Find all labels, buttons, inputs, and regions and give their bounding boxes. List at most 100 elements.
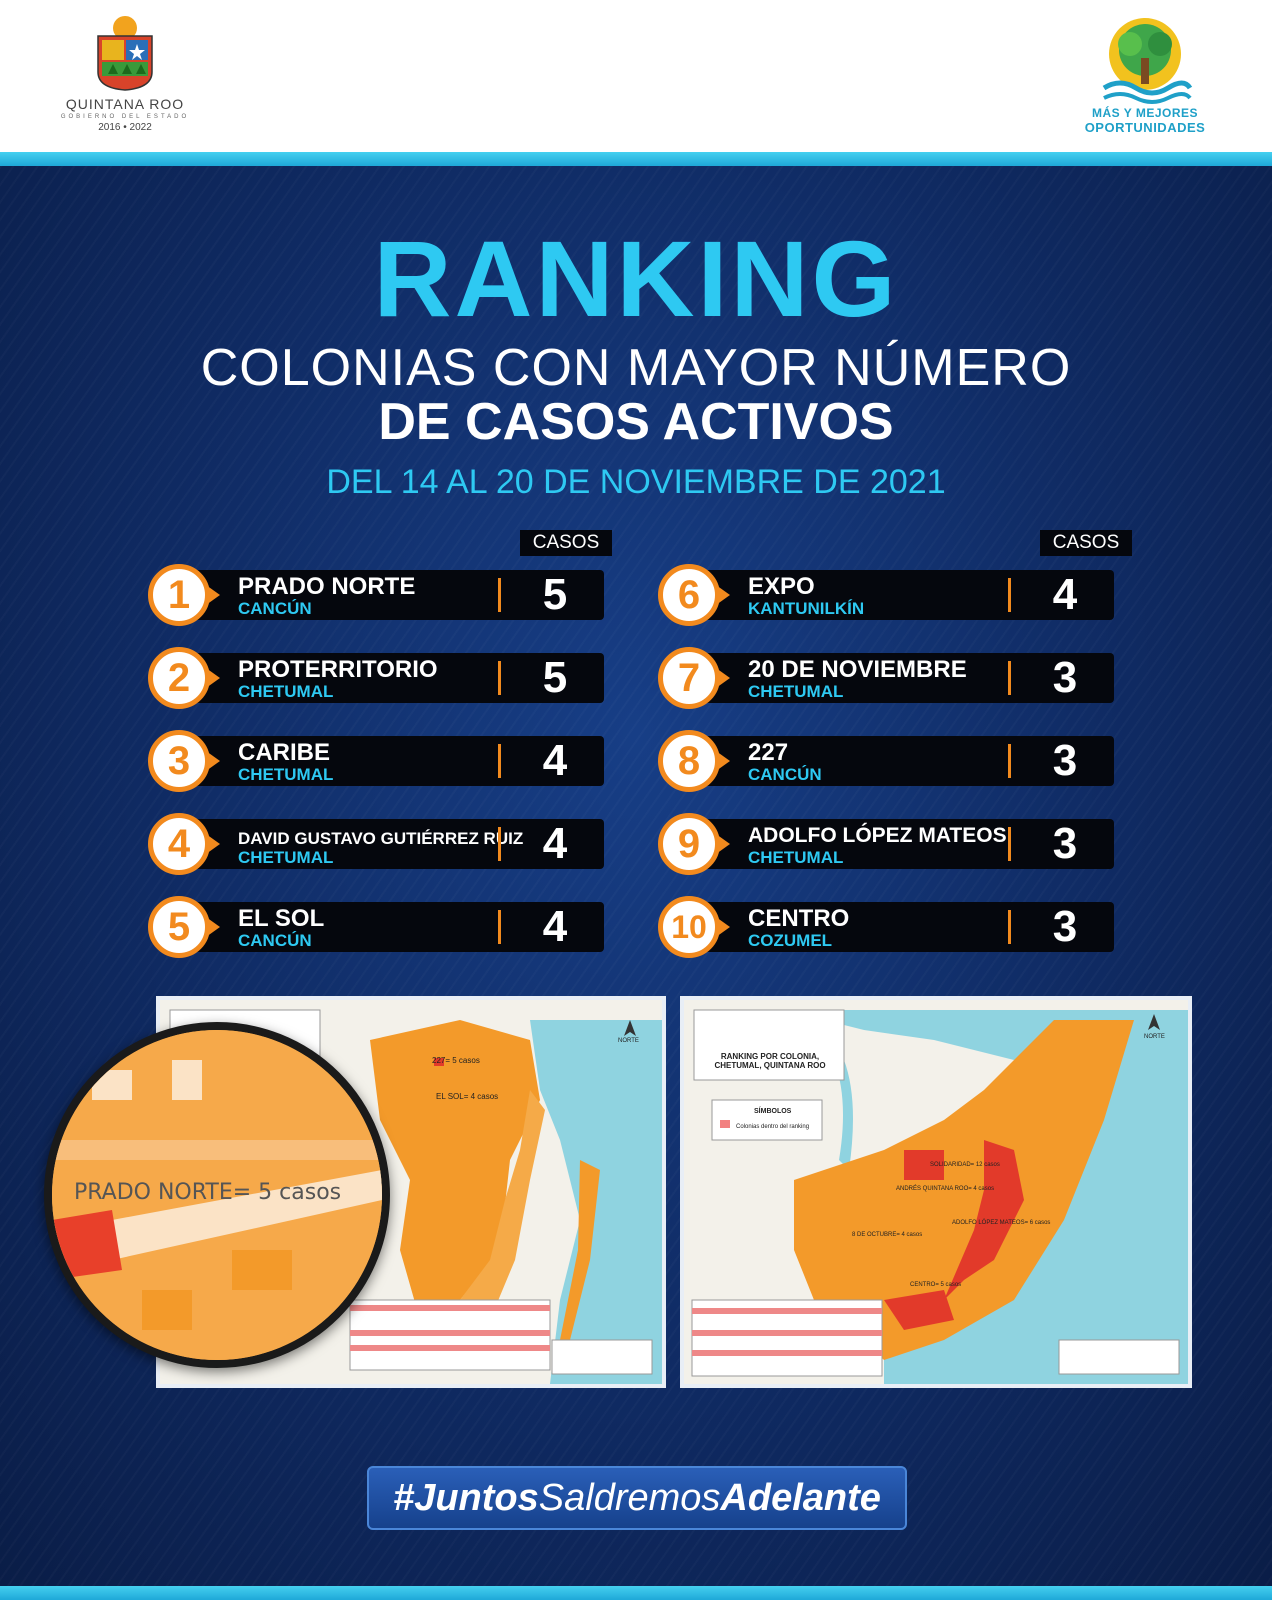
legend-title: SÍMBOLOS — [754, 1108, 792, 1115]
ranking-bar — [694, 819, 1114, 869]
title-dates: DEL 14 AL 20 DE NOVIEMBRE DE 2021 — [326, 463, 946, 501]
bottom-band — [0, 1586, 1272, 1600]
top-band — [0, 152, 1272, 166]
map-chetumal: RANKING POR COLONIA, CHETUMAL, QUINTANA … — [680, 996, 1192, 1388]
magnifier-label: PRADO NORTE= 5 casos — [74, 1180, 342, 1205]
colonia-name: ADOLFO LÓPEZ MATEOS — [748, 824, 1007, 847]
colonia-city: CHETUMAL — [748, 682, 844, 701]
colonia-name: PROTERRITORIO — [238, 656, 438, 683]
ranking-bar — [694, 653, 1114, 703]
colonia-name: EL SOL — [238, 905, 325, 932]
arrow-icon — [206, 751, 220, 771]
rank-badge: 10 — [658, 896, 720, 958]
arrow-icon — [716, 668, 730, 688]
colonia-name: CARIBE — [238, 739, 331, 766]
casos-header-left: CASOS — [520, 530, 612, 556]
case-count: 3 — [1052, 736, 1078, 785]
colonia-city: CANCÚN — [238, 599, 312, 618]
arrow-icon — [206, 917, 220, 937]
case-count: 3 — [1052, 819, 1078, 868]
title-line2: COLONIAS CON MAYOR NÚMERO — [200, 339, 1072, 397]
row-divider — [498, 661, 501, 695]
arrow-icon — [206, 834, 220, 854]
map-label-centro: CENTRO= 5 casos — [910, 1282, 962, 1288]
ranking-row: 7 20 DE NOVIEMBRE CHETUMAL 3 — [658, 645, 1118, 711]
mas-y-mejores-logo: MÁS Y MEJORES OPORTUNIDADES — [1070, 14, 1220, 135]
map-label-227: 227= 5 casos — [432, 1056, 480, 1065]
colonia-city: CHETUMAL — [748, 848, 844, 867]
rank-badge: 9 — [658, 813, 720, 875]
rank-badge: 7 — [658, 647, 720, 709]
coat-of-arms-icon — [94, 14, 156, 92]
colonia-name: DAVID GUSTAVO GUTIÉRREZ RUIZ — [238, 829, 524, 848]
rank-badge: 2 — [148, 647, 210, 709]
quintana-roo-logo: QUINTANA ROO GOBIERNO DEL ESTADO 2016 • … — [55, 14, 195, 133]
case-count: 5 — [542, 570, 568, 619]
case-count: 4 — [542, 736, 568, 785]
rank-badge: 4 — [148, 813, 210, 875]
ranking-bar — [694, 736, 1114, 786]
map-label-el-sol: EL SOL= 4 casos — [436, 1092, 499, 1101]
ranking-row: 8 227 CANCÚN 3 — [658, 728, 1118, 794]
map-label-8-de-octubre: 8 DE OCTUBRE= 4 casos — [852, 1232, 923, 1238]
ranking-row: 3 CARIBE CHETUMAL 4 — [148, 728, 608, 794]
ranking-bar — [184, 819, 604, 869]
ranking-bar — [184, 570, 604, 620]
colonia-city: CHETUMAL — [238, 848, 334, 867]
row-divider — [1008, 661, 1011, 695]
arrow-icon — [716, 585, 730, 605]
main-panel: RANKING COLONIAS CON MAYOR NÚMERO DE CAS… — [0, 166, 1272, 1586]
ranking-bar — [694, 570, 1114, 620]
row-divider — [498, 578, 501, 612]
colonia-city: COZUMEL — [748, 931, 833, 950]
colonia-name: 20 DE NOVIEMBRE — [748, 656, 967, 683]
colonia-city: KANTUNILKÍN — [748, 599, 865, 618]
chetumal-map-graphic — [684, 1000, 1188, 1384]
rank-badge: 6 — [658, 564, 720, 626]
hashtag-part2: Saldremos — [538, 1477, 721, 1519]
ranking-row: 4 DAVID GUSTAVO GUTIÉRREZ RUIZ CHETUMAL … — [148, 811, 608, 877]
case-count: 3 — [1052, 653, 1078, 702]
ranking-row: 9 ADOLFO LÓPEZ MATEOS CHETUMAL 3 — [658, 811, 1118, 877]
ranking-bar — [694, 902, 1114, 952]
colonia-city: CANCÚN — [238, 931, 312, 950]
hashtag-banner: #JuntosSaldremosAdelante — [367, 1466, 907, 1530]
row-divider — [1008, 744, 1011, 778]
rank-badge: 5 — [148, 896, 210, 958]
case-count: 4 — [542, 819, 568, 868]
tree-icon — [1102, 18, 1193, 104]
org-subtitle: GOBIERNO DEL ESTADO — [60, 114, 190, 120]
hashtag-part1: #Juntos — [393, 1477, 539, 1519]
rank-badge: 3 — [148, 730, 210, 792]
colonia-name: EXPO — [748, 573, 815, 600]
colonia-name: 227 — [748, 739, 789, 766]
slogan-line2: OPORTUNIDADES — [1084, 120, 1206, 135]
arrow-icon — [716, 917, 730, 937]
org-name: QUINTANA ROO — [65, 96, 185, 112]
colonia-name: PRADO NORTE — [238, 573, 416, 600]
row-divider — [498, 827, 501, 861]
casos-header-right: CASOS — [1040, 530, 1132, 556]
ranking-row: 10 CENTRO COZUMEL 3 — [658, 894, 1118, 960]
ranking-row: 1 PRADO NORTE CANCÚN 5 — [148, 562, 608, 628]
title-ranking: RANKING — [373, 218, 899, 339]
rank-badge: 1 — [148, 564, 210, 626]
case-count: 3 — [1052, 902, 1078, 951]
map-label-solidaridad: SOLIDARIDAD= 12 casos — [930, 1162, 1000, 1168]
ranking-bar — [184, 736, 604, 786]
row-divider — [1008, 578, 1011, 612]
ranking-row: 6 EXPO KANTUNILKÍN 4 — [658, 562, 1118, 628]
legend-item: Colonias dentro del ranking — [736, 1124, 810, 1130]
org-years: 2016 • 2022 — [98, 122, 152, 133]
case-count: 4 — [542, 902, 568, 951]
ranking-bar — [184, 902, 604, 952]
arrow-icon — [206, 585, 220, 605]
ranking-row: 2 PROTERRITORIO CHETUMAL 5 — [148, 645, 608, 711]
magnifier-zoom: PRADO NORTE= 5 casos — [44, 1022, 390, 1368]
title-line3: DE CASOS ACTIVOS — [378, 393, 894, 451]
arrow-icon — [716, 834, 730, 854]
row-divider — [1008, 827, 1011, 861]
ranking-row: 5 EL SOL CANCÚN 4 — [148, 894, 608, 960]
hashtag-part3: Adelante — [720, 1477, 881, 1519]
slogan-line1: MÁS Y MEJORES — [1091, 106, 1199, 120]
